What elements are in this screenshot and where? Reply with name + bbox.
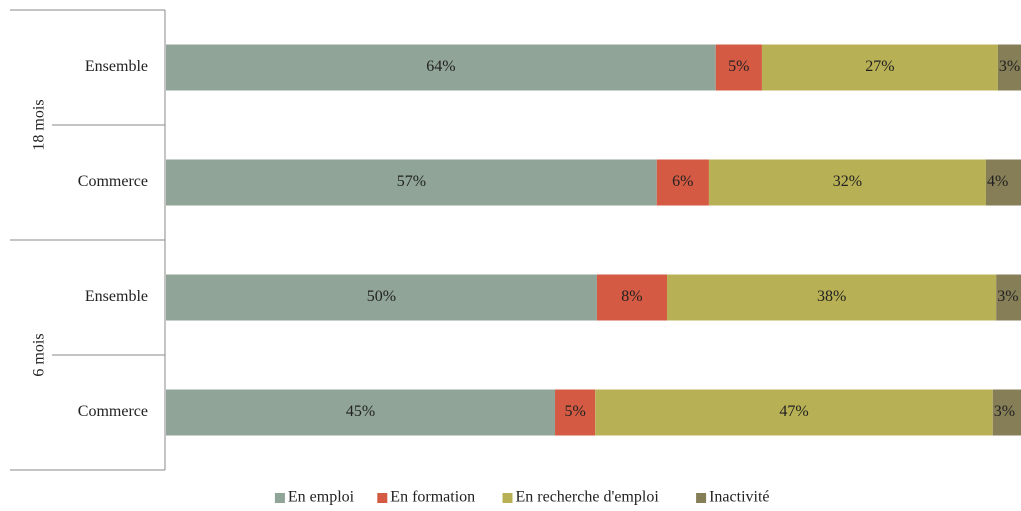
bar-segment bbox=[166, 274, 597, 321]
legend-label: Inactivité bbox=[709, 489, 769, 506]
data-label: 47% bbox=[779, 403, 808, 420]
data-label: 50% bbox=[367, 288, 396, 305]
legend-swatch bbox=[274, 493, 285, 503]
data-label: 4% bbox=[987, 173, 1008, 190]
bar-segment bbox=[715, 44, 762, 91]
bar-segment bbox=[595, 389, 993, 436]
bar-segment bbox=[555, 389, 596, 436]
bar-segment bbox=[656, 159, 709, 206]
bar-segment bbox=[596, 274, 668, 321]
data-label: 27% bbox=[865, 58, 894, 75]
legend-swatch bbox=[502, 493, 513, 503]
data-label: 32% bbox=[833, 173, 862, 190]
legend-label: En formation bbox=[390, 489, 475, 506]
bar-segment bbox=[761, 44, 998, 91]
legend-swatch bbox=[377, 493, 388, 503]
data-label: 64% bbox=[426, 58, 455, 75]
data-label: 45% bbox=[346, 403, 375, 420]
y-tick-label: Ensemble bbox=[85, 58, 148, 75]
data-label: 5% bbox=[728, 58, 749, 75]
legend-label: En emploi bbox=[288, 489, 355, 506]
data-label: 3% bbox=[999, 58, 1020, 75]
data-label: 6% bbox=[672, 173, 693, 190]
data-label: 57% bbox=[397, 173, 426, 190]
y-tick-label: Ensemble bbox=[85, 288, 148, 305]
y-tick-label: Commerce bbox=[78, 403, 148, 420]
data-label: 38% bbox=[817, 288, 846, 305]
bar-segment bbox=[166, 159, 657, 206]
legend-swatch bbox=[696, 493, 707, 503]
bar-segment bbox=[708, 159, 986, 206]
bar-segment bbox=[985, 159, 1021, 206]
bar-segment bbox=[166, 389, 556, 436]
y-tick-label: Commerce bbox=[78, 173, 148, 190]
group-label: 6 mois bbox=[31, 333, 48, 376]
group-label: 18 mois bbox=[31, 99, 48, 150]
legend-label: En recherche d'emploi bbox=[516, 489, 660, 506]
bar-segment bbox=[992, 389, 1021, 436]
bar-segment bbox=[166, 44, 716, 91]
data-label: 8% bbox=[621, 288, 642, 305]
data-label: 5% bbox=[564, 403, 585, 420]
bar-segment bbox=[997, 44, 1021, 91]
bar-segment bbox=[996, 274, 1021, 321]
data-label: 3% bbox=[994, 403, 1015, 420]
data-label: 3% bbox=[997, 288, 1018, 305]
bar-segment bbox=[667, 274, 997, 321]
